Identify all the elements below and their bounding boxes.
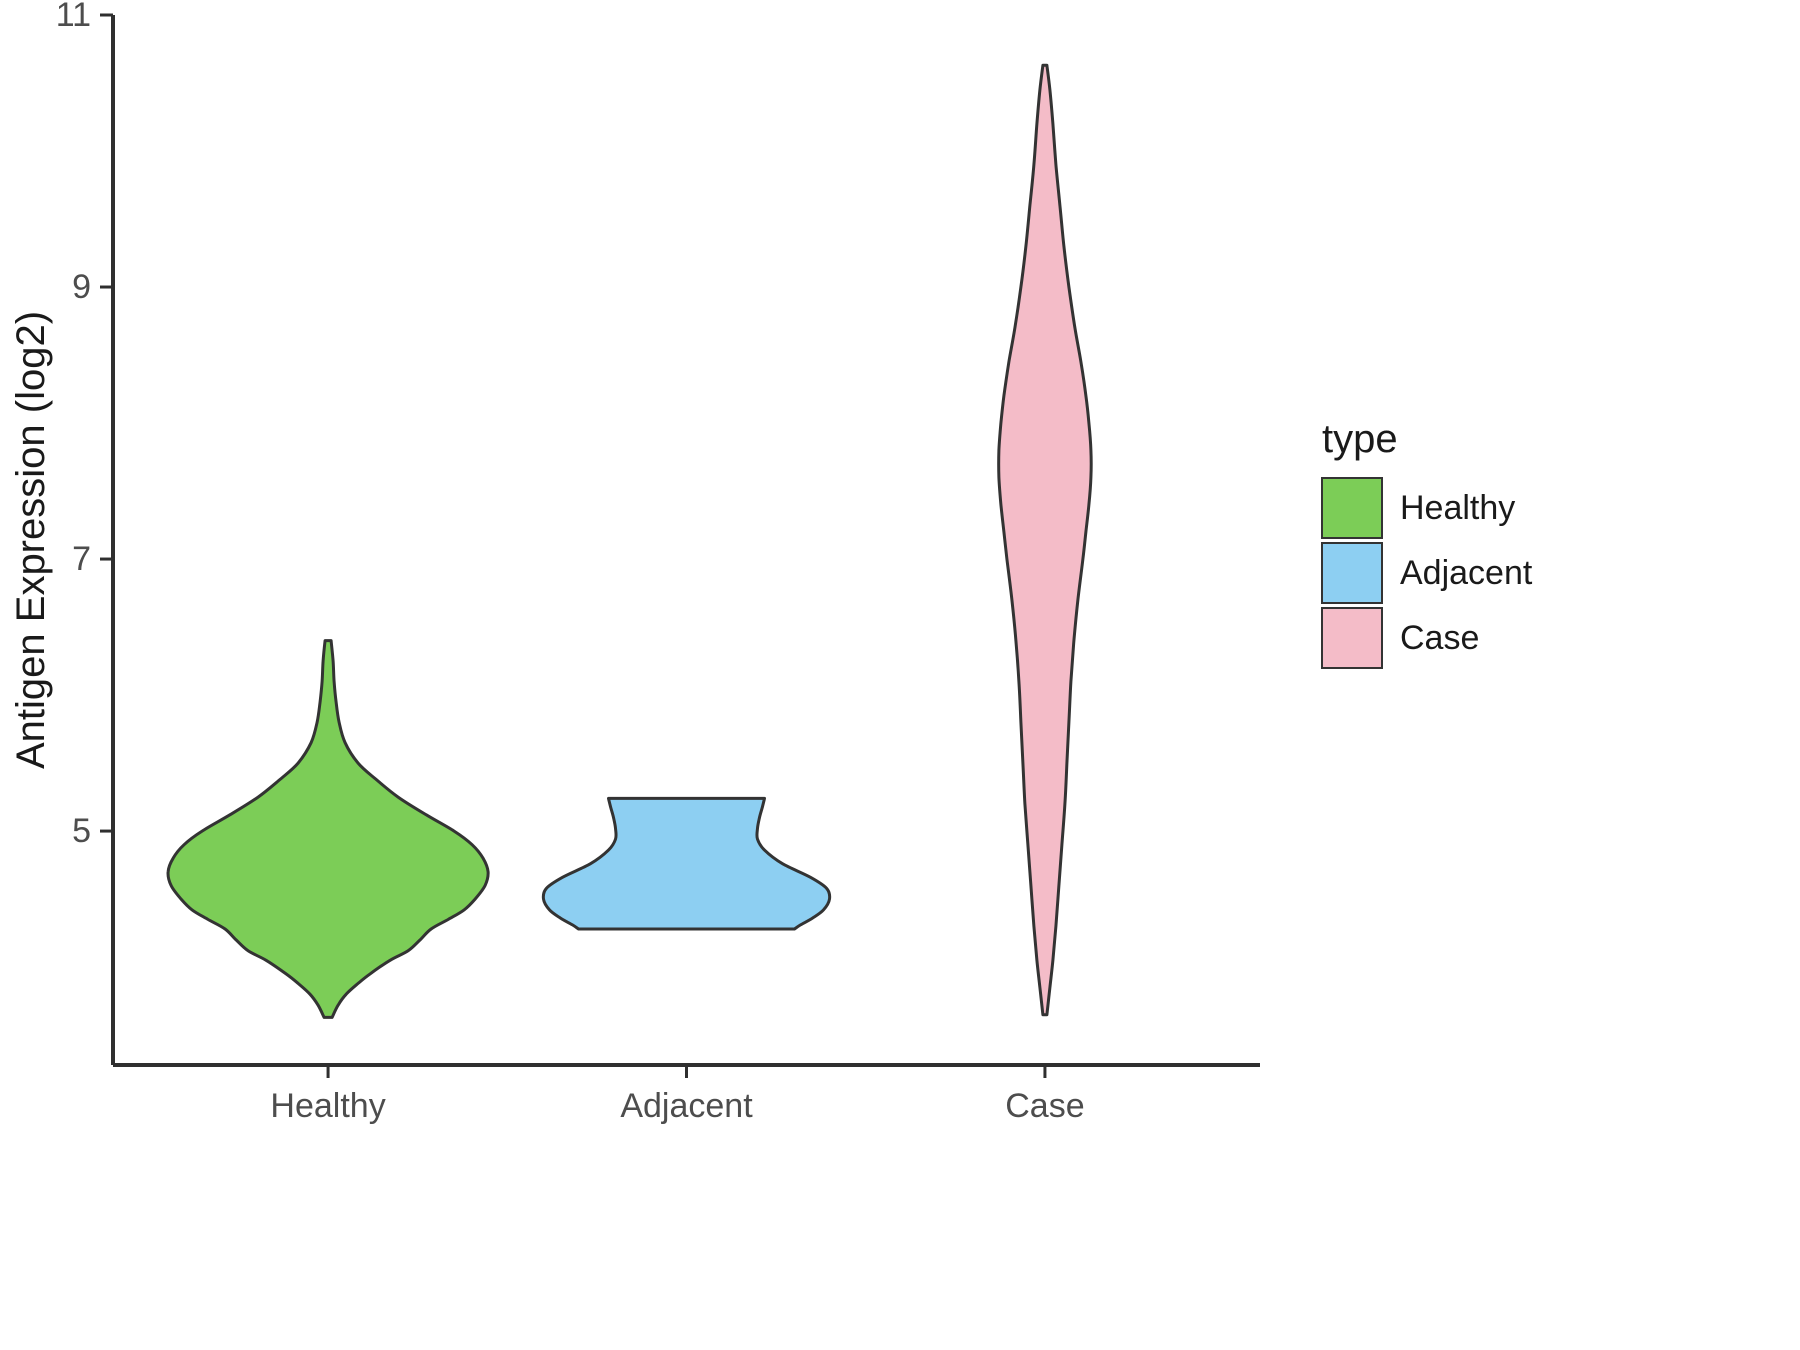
- legend-label-adjacent: Adjacent: [1400, 554, 1533, 592]
- legend: type Healthy Adjacent Case: [1321, 417, 1533, 669]
- x-tick-label-adjacent: Adjacent: [620, 1087, 753, 1125]
- legend-key-case: [1321, 607, 1383, 669]
- legend-label-healthy: Healthy: [1400, 489, 1515, 527]
- y-tick-label: 9: [72, 268, 91, 306]
- legend-label-case: Case: [1400, 619, 1479, 657]
- violin-healthy: [166, 639, 490, 1019]
- x-tick-label-case: Case: [1005, 1087, 1084, 1125]
- y-axis-ticks: 5 7 9 11: [56, 0, 113, 850]
- y-tick-label: 7: [72, 540, 91, 578]
- x-axis-ticks: Healthy Adjacent Case: [270, 1065, 1085, 1125]
- legend-title: type: [1322, 417, 1398, 461]
- violins: [166, 63, 1093, 1019]
- legend-key-adjacent: [1321, 542, 1383, 604]
- plot-area: 5 7 9 11 Healthy Adjacent Case Antigen Expres…: [9, 0, 1260, 1125]
- violin-case: [997, 63, 1093, 1017]
- y-axis-title: Antigen Expression (log2): [9, 311, 53, 769]
- y-tick-label: 5: [72, 812, 91, 850]
- violin-adjacent: [541, 796, 832, 931]
- legend-entries: Healthy Adjacent Case: [1321, 477, 1533, 669]
- x-tick-label-healthy: Healthy: [270, 1087, 385, 1125]
- legend-key-healthy: [1321, 477, 1383, 539]
- y-tick-label: 11: [56, 0, 91, 34]
